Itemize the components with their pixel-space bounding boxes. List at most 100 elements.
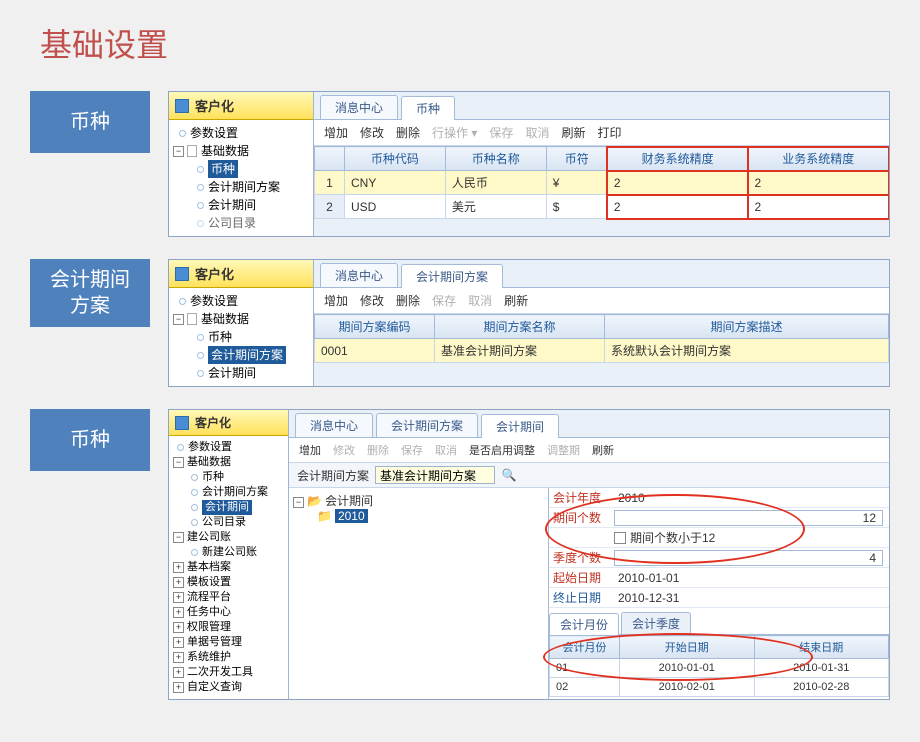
- cell-name[interactable]: 美元: [445, 195, 546, 219]
- tb-del[interactable]: 删除: [396, 292, 420, 309]
- expand-icon[interactable]: +: [173, 652, 184, 663]
- tree-company[interactable]: 公司目录: [173, 515, 286, 530]
- tb-del[interactable]: 删除: [396, 124, 420, 141]
- collapse-icon[interactable]: −: [293, 497, 304, 508]
- cell-code[interactable]: 0001: [315, 339, 435, 363]
- expand-icon[interactable]: +: [173, 577, 184, 588]
- collapse-icon[interactable]: −: [173, 532, 184, 543]
- tb-refresh[interactable]: 刷新: [592, 442, 614, 458]
- tree-basic[interactable]: −基础数据: [173, 142, 311, 160]
- tb-refresh[interactable]: 刷新: [561, 124, 585, 141]
- tree-period-scheme[interactable]: 会计期间方案: [173, 485, 286, 500]
- cell-fin[interactable]: 2: [607, 195, 748, 219]
- tree-flow[interactable]: +流程平台: [173, 590, 286, 605]
- cell-desc[interactable]: 系统默认会计期间方案: [605, 339, 889, 363]
- cell-sym[interactable]: ¥: [546, 171, 607, 195]
- expand-icon[interactable]: +: [173, 667, 184, 678]
- tree-period-root[interactable]: −📂会计期间: [293, 492, 544, 509]
- tree-bill[interactable]: +单据号管理: [173, 635, 286, 650]
- search-icon[interactable]: 🔍: [501, 467, 517, 483]
- tree-basic[interactable]: −基础数据: [173, 310, 311, 328]
- collapse-icon[interactable]: −: [173, 146, 184, 157]
- tb-enable[interactable]: 是否启用调整: [469, 442, 535, 458]
- tb-edit[interactable]: 修改: [360, 292, 384, 309]
- tree-basicfile[interactable]: +基本档案: [173, 560, 286, 575]
- tree-period-scheme[interactable]: 会计期间方案: [173, 346, 311, 364]
- sidebar-header[interactable]: 客户化: [169, 92, 313, 120]
- checkbox-lt12[interactable]: [614, 532, 626, 544]
- tb-add[interactable]: 增加: [324, 292, 348, 309]
- tb-add[interactable]: 增加: [324, 124, 348, 141]
- scheme-input[interactable]: [375, 466, 495, 484]
- table-row[interactable]: 02 2010-02-01 2010-02-28: [550, 678, 889, 697]
- tb-add[interactable]: 增加: [299, 442, 321, 458]
- tree-tpl[interactable]: +模板设置: [173, 575, 286, 590]
- mtab-month[interactable]: 会计月份: [549, 613, 619, 635]
- cell-code[interactable]: USD: [345, 195, 446, 219]
- tree-newco[interactable]: 新建公司账: [173, 545, 286, 560]
- expand-icon[interactable]: +: [173, 562, 184, 573]
- input-q[interactable]: 4: [614, 550, 883, 566]
- section-label-period-scheme: 会计期间 方案: [30, 259, 150, 327]
- table-row[interactable]: 01 2010-01-01 2010-01-31: [550, 659, 889, 678]
- tb-print[interactable]: 打印: [597, 124, 621, 141]
- tree-task[interactable]: +任务中心: [173, 605, 286, 620]
- expand-icon[interactable]: +: [173, 592, 184, 603]
- tab-scheme[interactable]: 会计期间方案: [401, 264, 503, 288]
- tree-company[interactable]: 公司目录: [173, 214, 311, 232]
- tree-build[interactable]: −建公司账: [173, 530, 286, 545]
- tab-msg[interactable]: 消息中心: [320, 95, 398, 119]
- cell-name[interactable]: 基准会计期间方案: [435, 339, 605, 363]
- toolbar-2: 增加 修改 删除 保存 取消 刷新: [314, 288, 889, 314]
- tree-custom[interactable]: +自定义查询: [173, 680, 286, 695]
- cell-fin[interactable]: 2: [607, 171, 748, 195]
- tree-sys[interactable]: +系统维护: [173, 650, 286, 665]
- tree-period[interactable]: 会计期间: [173, 196, 311, 214]
- tree-currency[interactable]: 币种: [173, 470, 286, 485]
- tree-dev[interactable]: +二次开发工具: [173, 665, 286, 680]
- tree-basic[interactable]: −基础数据: [173, 455, 286, 470]
- table-row[interactable]: 0001 基准会计期间方案 系统默认会计期间方案: [315, 339, 889, 363]
- cell-biz[interactable]: 2: [748, 171, 889, 195]
- tree-currency[interactable]: 币种: [173, 160, 311, 178]
- expand-icon[interactable]: +: [173, 622, 184, 633]
- tree-currency[interactable]: 币种: [173, 328, 311, 346]
- expand-icon[interactable]: +: [173, 637, 184, 648]
- table-row[interactable]: 1 CNY 人民币 ¥ 2 2: [315, 171, 889, 195]
- tab-scheme[interactable]: 会计期间方案: [376, 413, 478, 437]
- tree-period[interactable]: 会计期间: [173, 500, 286, 515]
- tree-param[interactable]: 参数设置: [173, 440, 286, 455]
- cell-sym[interactable]: $: [546, 195, 607, 219]
- cell-name[interactable]: 人民币: [445, 171, 546, 195]
- sidebar-title: 客户化: [195, 264, 234, 283]
- tab-currency[interactable]: 币种: [401, 96, 455, 120]
- tree-param[interactable]: 参数设置: [173, 124, 311, 142]
- mtab-quarter[interactable]: 会计季度: [621, 612, 691, 634]
- cell-biz[interactable]: 2: [748, 195, 889, 219]
- collapse-icon[interactable]: −: [173, 314, 184, 325]
- sidebar-header[interactable]: 客户化: [169, 410, 288, 436]
- tree-period[interactable]: 会计期间: [173, 364, 311, 382]
- tree-param[interactable]: 参数设置: [173, 292, 311, 310]
- tb-edit[interactable]: 修改: [360, 124, 384, 141]
- expand-icon[interactable]: +: [173, 607, 184, 618]
- expand-icon[interactable]: +: [173, 682, 184, 693]
- cell-code[interactable]: CNY: [345, 171, 446, 195]
- collapse-icon[interactable]: −: [173, 457, 184, 468]
- tb-cancel: 取消: [468, 292, 492, 309]
- col-fin: 财务系统精度: [607, 147, 748, 171]
- tree-year-2010[interactable]: 📁2010: [293, 509, 544, 523]
- tab-period[interactable]: 会计期间: [481, 414, 559, 438]
- tb-adj: 调整期: [547, 442, 580, 458]
- tab-msg[interactable]: 消息中心: [295, 413, 373, 437]
- tree-auth[interactable]: +权限管理: [173, 620, 286, 635]
- table-row[interactable]: 2 USD 美元 $ 2 2: [315, 195, 889, 219]
- tree-period-scheme[interactable]: 会计期间方案: [173, 178, 311, 196]
- row-chk[interactable]: 期间个数小于12: [549, 528, 889, 548]
- input-count[interactable]: 12: [614, 510, 883, 526]
- tab-msg[interactable]: 消息中心: [320, 263, 398, 287]
- sidebar-header[interactable]: 客户化: [169, 260, 313, 288]
- section-label-currency: 币种: [30, 91, 150, 153]
- tb-refresh[interactable]: 刷新: [504, 292, 528, 309]
- bullet-icon: [191, 519, 198, 526]
